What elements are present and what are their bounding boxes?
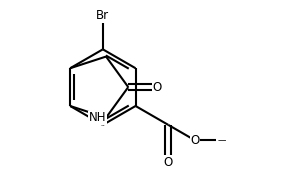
Text: O: O: [164, 156, 173, 169]
Text: NH: NH: [89, 111, 106, 124]
Text: O: O: [190, 134, 200, 147]
Text: O: O: [152, 81, 162, 94]
Text: Br: Br: [96, 9, 110, 22]
Text: —: —: [218, 136, 226, 145]
